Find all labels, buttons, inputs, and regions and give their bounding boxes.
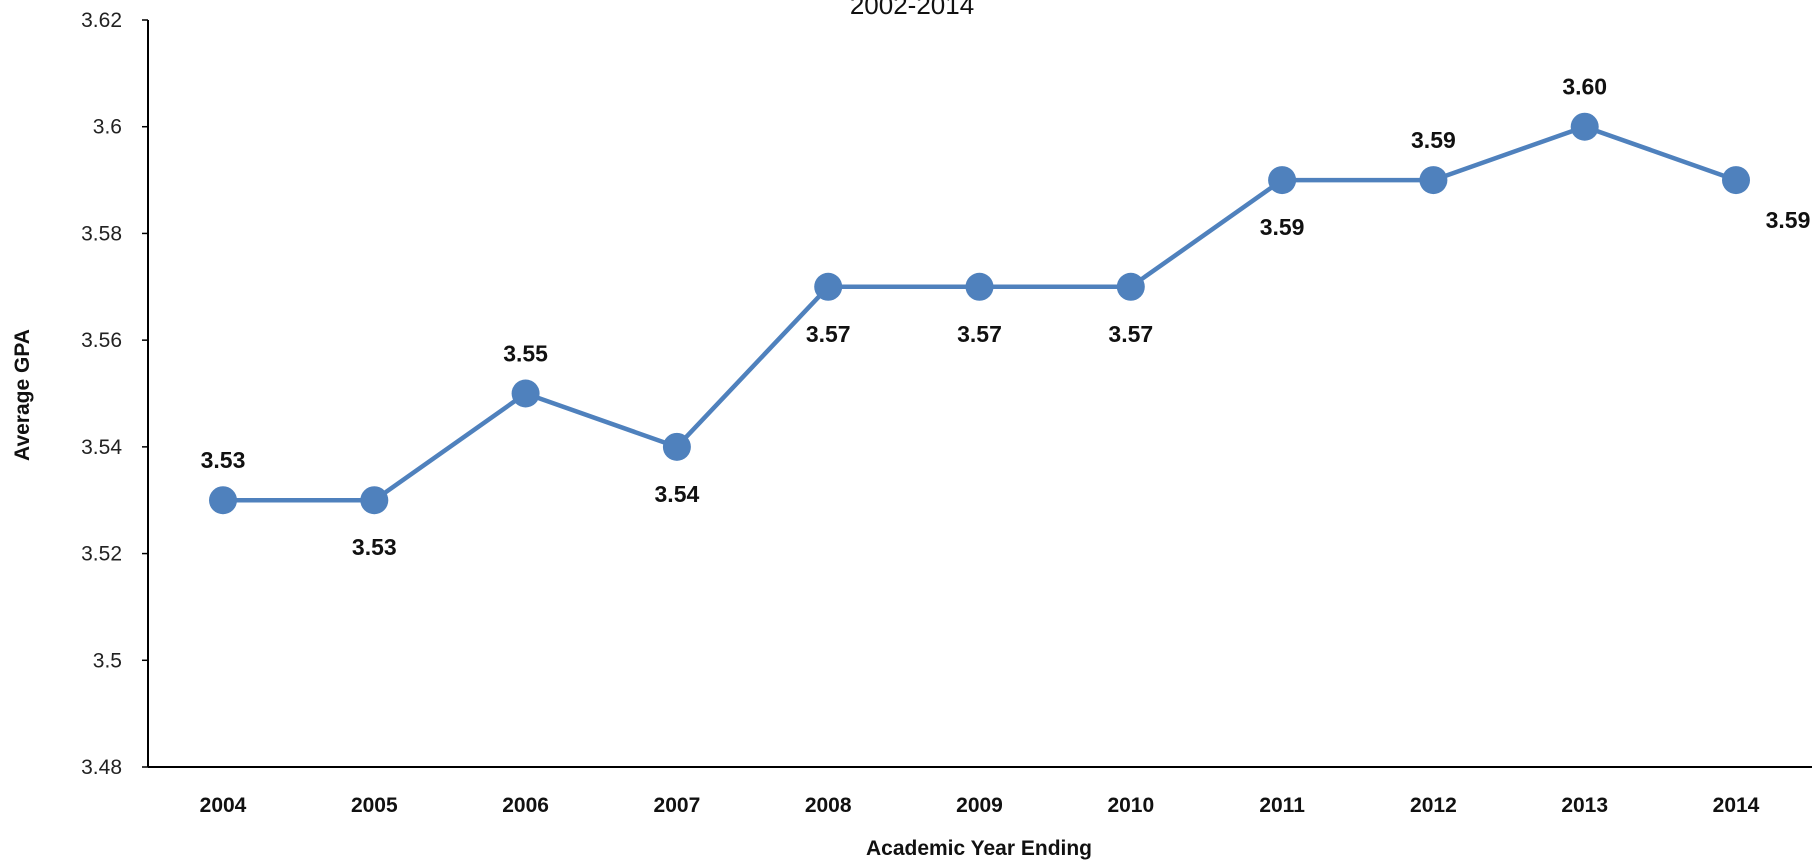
data-label-2004: 3.53 [201, 447, 246, 473]
data-point-2005 [360, 486, 389, 515]
x-tick-label: 2006 [502, 794, 549, 817]
data-point-2012 [1419, 166, 1448, 195]
x-tick-label: 2012 [1410, 794, 1457, 817]
data-label-2005: 3.53 [352, 534, 397, 560]
data-point-2008 [814, 272, 843, 301]
data-point-2011 [1268, 166, 1297, 195]
data-label-2011: 3.59 [1260, 214, 1305, 240]
x-tick-label: 2009 [956, 794, 1003, 817]
data-label-2007: 3.54 [655, 481, 700, 507]
data-point-2010 [1116, 272, 1145, 301]
data-labels: 3.53 3.53 3.55 3.54 3.57 3.57 3.57 3.59 3.59 3.60… [201, 74, 1811, 561]
data-label-2013: 3.60 [1562, 74, 1607, 100]
data-point-2014 [1722, 166, 1750, 195]
y-tick-label: 3.62 [81, 9, 122, 32]
y-tick-label: 3.56 [81, 329, 122, 352]
y-tick-label: 3.58 [81, 222, 122, 245]
data-point-2009 [965, 272, 994, 301]
y-tick-label: 3.54 [81, 436, 122, 459]
y-tick-label: 3.6 [93, 116, 122, 139]
series-line [223, 124, 1737, 503]
x-tick-label: 2005 [351, 794, 398, 817]
x-axis-label: Academic Year Ending [866, 837, 1092, 860]
x-tick-label: 2014 [1713, 794, 1760, 817]
data-label-2014: 3.59 [1766, 207, 1811, 233]
chart-title: 2002-2014 [850, 0, 974, 20]
x-tick-label: 2007 [654, 794, 701, 817]
data-point-2006 [511, 379, 540, 408]
x-tick-label: 2004 [200, 794, 247, 817]
data-point-2007 [662, 432, 691, 461]
y-tick-label: 3.52 [81, 543, 122, 566]
data-label-2009: 3.57 [957, 321, 1002, 347]
data-point-2004 [209, 486, 237, 515]
data-label-2006: 3.55 [503, 341, 548, 367]
x-axis: 2004 2005 2006 2007 2008 2009 2010 2011 2012 2013… [148, 766, 1812, 817]
y-tick-label: 3.48 [81, 756, 122, 779]
x-tick-label: 2011 [1259, 794, 1305, 817]
series-gpa [209, 112, 1750, 515]
y-axis: 3.48 3.5 3.52 3.54 3.56 3.58 3.6 3.62 [81, 9, 149, 779]
data-point-2013 [1570, 112, 1599, 141]
data-label-2010: 3.57 [1108, 321, 1153, 347]
x-tick-label: 2010 [1107, 794, 1154, 817]
y-axis-label: Average GPA [11, 329, 34, 461]
data-label-2008: 3.57 [806, 321, 851, 347]
x-tick-label: 2008 [805, 794, 852, 817]
y-tick-label: 3.5 [93, 649, 122, 672]
data-label-2012: 3.59 [1411, 127, 1456, 153]
x-tick-label: 2013 [1561, 794, 1608, 817]
